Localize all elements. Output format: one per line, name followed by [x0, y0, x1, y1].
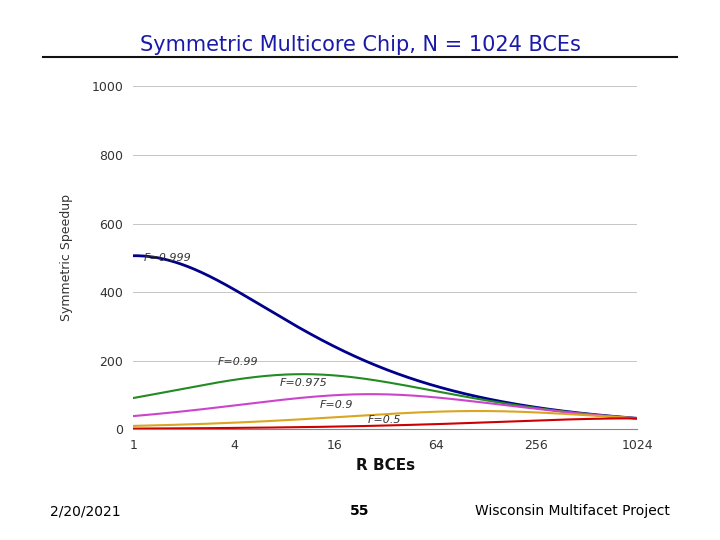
- X-axis label: R BCEs: R BCEs: [356, 457, 415, 472]
- Text: F=0.975: F=0.975: [279, 379, 328, 388]
- Text: F=0.999: F=0.999: [143, 253, 191, 264]
- Text: 2/20/2021: 2/20/2021: [50, 504, 121, 518]
- Text: Wisconsin Multifacet Project: Wisconsin Multifacet Project: [474, 504, 670, 518]
- Text: 55: 55: [350, 504, 370, 518]
- Text: F=0.5: F=0.5: [367, 415, 401, 425]
- Y-axis label: Symmetric Speedup: Symmetric Speedup: [60, 194, 73, 321]
- Text: F=0.99: F=0.99: [217, 357, 258, 367]
- Text: Symmetric Multicore Chip, N = 1024 BCEs: Symmetric Multicore Chip, N = 1024 BCEs: [140, 35, 580, 55]
- Text: F=0.9: F=0.9: [320, 400, 354, 410]
